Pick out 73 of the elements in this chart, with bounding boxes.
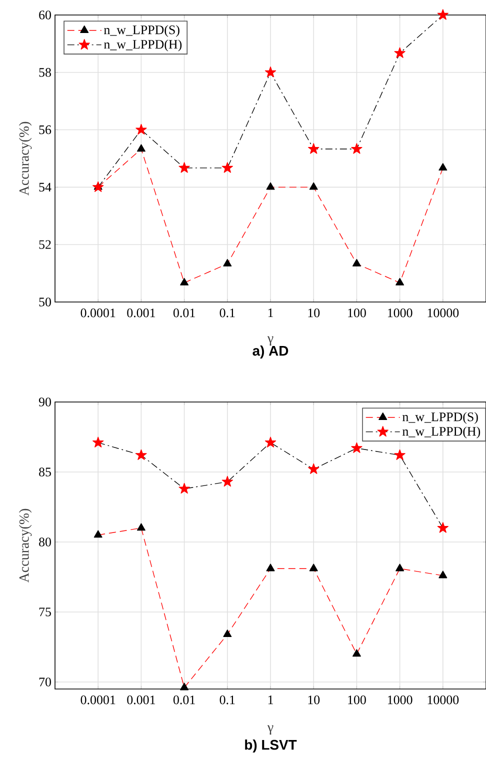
y-axis-title: Accuracy(%) [18,122,32,196]
legend-label: n_w_LPPD(H) [104,40,182,52]
point [94,530,102,538]
point [136,523,146,531]
y-tick-label: 60 [38,10,51,20]
x-tick-label: 0.01 [173,696,195,704]
y-tick-label: 70 [39,678,51,686]
point [395,564,404,572]
x-tick-label: 1000 [388,696,412,704]
x-tick-label: 1000 [388,308,412,318]
point [394,47,406,58]
point [394,449,406,460]
x-tick-label: 0.0001 [80,696,115,704]
point [350,143,362,154]
legend-label: n_w_LPPD(S) [402,412,478,424]
point [266,564,275,572]
x-tick-label: 10 [308,696,320,704]
y-tick-label: 58 [39,68,51,77]
point [395,278,404,286]
legend-label: n_w_LPPD(S) [104,25,180,37]
point [264,436,276,448]
point [308,463,319,474]
point [222,258,232,266]
point [178,482,190,494]
x-tick-label: 0.0001 [80,308,115,318]
text: a) AD [252,346,288,359]
x-tick-label: 0.1 [220,696,235,704]
point [135,124,147,135]
x-tick-label: 1 [268,308,273,318]
y-tick-label: 85 [38,468,51,476]
x-tick-label: 0.001 [126,696,155,704]
y-tick-label: 80 [38,538,51,546]
x-tick-label: 0.001 [126,308,155,318]
y-axis-title: Accuracy(%) [18,508,32,583]
x-tick-label: 100 [348,696,366,704]
point [180,278,188,286]
point [92,436,104,448]
x-tick-label: 0.01 [173,308,195,318]
point [309,564,318,572]
point [264,66,276,78]
x-tick-label: 10 [308,308,320,318]
x-tick-label: 10000 [428,696,458,704]
point [222,630,232,637]
point [437,522,448,533]
x-tick-label: 0.1 [220,308,235,318]
legend-label: n_w_LPPD(H) [402,426,480,438]
x-tick-label: 1 [268,696,273,704]
point [180,682,188,690]
point [309,182,318,190]
x-axis-title: γ [267,336,274,346]
point [178,162,190,173]
x-axis-title: γ [267,725,274,735]
y-tick-label: 75 [39,608,51,616]
point [352,258,361,266]
x-tick-label: 100 [348,308,366,318]
y-tick-label: 90 [38,398,51,406]
y-tick-label: 56 [39,125,51,134]
y-tick-label: 54 [39,182,52,192]
point [136,144,146,152]
point [437,9,448,20]
point [266,182,275,190]
y-tick-label: 52 [39,240,51,249]
point [438,570,447,578]
y-tick-label: 50 [39,298,51,306]
point [135,449,147,460]
point [222,476,233,487]
text: b) LSVT [244,740,296,753]
point [350,442,362,453]
point [438,163,447,171]
point [308,143,319,154]
x-tick-label: 10000 [428,308,458,318]
point [352,649,361,657]
point [222,162,233,173]
